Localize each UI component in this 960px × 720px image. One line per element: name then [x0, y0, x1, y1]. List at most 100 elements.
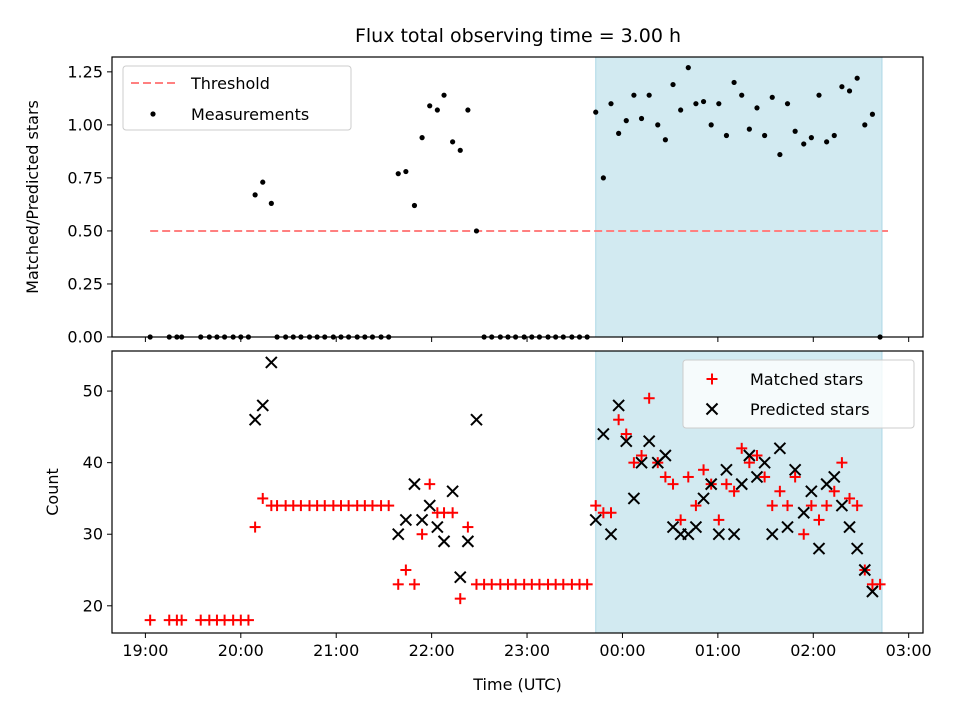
counts-y-tick-label: 40	[83, 453, 103, 472]
ratio-panel: 0.00 0.25 0.50 0.75 1.00 1.25 Matched/Predict…	[23, 56, 924, 347]
measurement-point	[762, 132, 768, 139]
matched-star-point	[751, 449, 763, 461]
predicted-star-point	[461, 535, 475, 548]
matched-star-point	[682, 471, 694, 483]
predicted-star-point	[735, 477, 748, 491]
measurement-point	[670, 81, 676, 88]
matched-star-point	[828, 485, 840, 497]
measurement-point	[593, 109, 599, 115]
predicted-star-point	[659, 449, 672, 462]
matched-star-point	[176, 614, 188, 626]
counts-y-tick-label: 30	[83, 525, 103, 544]
measurement-point	[646, 92, 652, 98]
predicted-star-point	[248, 413, 262, 426]
predicted-star-point	[437, 535, 451, 548]
x-tick-label: 01:00	[695, 641, 741, 660]
counts-panel: 19:00 20:00 21:00 22:00 23:00 00:00 01:00 02:00…	[43, 350, 932, 694]
measurement-point	[268, 200, 274, 206]
measurement-point	[252, 192, 258, 198]
matched-star-point	[447, 507, 459, 519]
matched-star-point	[659, 471, 671, 483]
predicted-star-point	[743, 449, 756, 462]
matched-star-point	[581, 578, 593, 590]
predicted-star-point	[835, 499, 849, 512]
predicted-star-point	[773, 442, 787, 455]
counts-y-tick-label: 20	[83, 596, 103, 615]
predicted-star-point	[850, 542, 864, 555]
matched-star-point	[774, 485, 786, 497]
predicted-star-point	[620, 434, 633, 448]
measurement-point	[662, 137, 668, 143]
measurement-point	[678, 107, 684, 113]
matched-star-point	[643, 392, 655, 404]
x-axis-label: Time (UTC)	[472, 675, 561, 694]
legend-predicted-label: Predicted stars	[750, 400, 870, 419]
measurement-point	[631, 92, 637, 98]
predicted-star-point	[431, 520, 444, 534]
predicted-star-point	[720, 463, 733, 477]
matched-star-point	[805, 500, 817, 512]
matched-star-point	[636, 449, 648, 461]
predicted-star-point	[265, 356, 278, 369]
measurement-point	[441, 92, 447, 98]
measurement-point	[723, 132, 730, 139]
matched-star-point	[813, 514, 825, 526]
counts-legend: Matched stars Predicted stars	[682, 359, 915, 429]
matched-star-point	[242, 614, 254, 626]
measurement-point	[731, 79, 737, 86]
measurement-point	[716, 101, 722, 107]
predicted-star-point	[392, 528, 405, 541]
matched-star-point	[424, 478, 436, 490]
predicted-star-point	[627, 492, 641, 505]
predicted-star-point	[704, 477, 718, 491]
legend-measurements-label: Measurements	[191, 105, 309, 124]
counts-panel-frame	[111, 350, 924, 634]
predicted-star-point	[399, 513, 413, 527]
matched-star-point	[743, 457, 755, 469]
predicted-star-point	[781, 520, 794, 534]
measurement-point	[403, 168, 409, 175]
matched-star-point	[590, 500, 602, 512]
predicted-star-point	[589, 513, 602, 527]
ratio-y-tick-label: 1.00	[67, 115, 103, 134]
predicted-star-point	[415, 513, 429, 527]
measurement-point	[831, 132, 837, 139]
measurement-point	[854, 75, 860, 81]
predicted-star-point	[642, 434, 656, 448]
measurement-point	[685, 65, 691, 71]
matched-star-point	[383, 500, 395, 512]
matched-star-point	[874, 578, 886, 590]
measurement-point	[600, 175, 606, 181]
measurement-point	[473, 228, 480, 234]
matched-star-point	[605, 507, 617, 519]
predicted-star-point	[858, 563, 872, 577]
ratio-panel-frame	[111, 56, 924, 338]
predicted-star-point	[470, 413, 483, 426]
predicted-star-point	[866, 585, 879, 598]
predicted-star-point	[597, 427, 610, 441]
predicted-star-point	[604, 528, 618, 541]
measurement-point	[862, 122, 868, 128]
measurement-point	[638, 115, 645, 122]
matched-star-point	[628, 457, 640, 469]
matched-star-point	[257, 492, 269, 504]
measurement-point	[434, 107, 440, 113]
matched-star-point	[836, 457, 848, 469]
ratio-legend: Threshold Measurements	[122, 65, 352, 131]
predicted-star-point	[788, 463, 802, 477]
legend-plus-glyph	[706, 373, 718, 385]
predicted-star-point	[712, 528, 726, 541]
measurement-point	[739, 92, 745, 98]
matched-star-point	[613, 414, 625, 426]
matched-star-point	[759, 471, 771, 483]
matched-star-point	[766, 500, 778, 512]
legend-predicted-swatch	[705, 402, 719, 416]
matched-star-point	[736, 442, 748, 454]
measurement-point	[693, 101, 699, 107]
chart-title: Flux total observing time = 3.00 h	[355, 25, 681, 47]
measurement-point	[769, 94, 775, 100]
measurement-point	[816, 92, 822, 98]
matched-star-point	[392, 578, 404, 590]
ratio-legend-box	[122, 65, 352, 131]
